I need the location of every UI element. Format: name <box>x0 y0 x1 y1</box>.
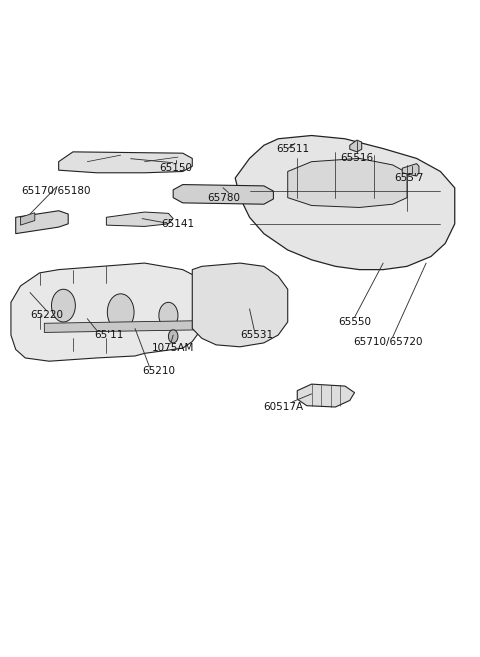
Circle shape <box>159 302 178 328</box>
Text: 60517A: 60517A <box>263 402 303 412</box>
Polygon shape <box>44 321 202 332</box>
Polygon shape <box>402 164 419 176</box>
Text: 65150: 65150 <box>159 163 192 173</box>
Polygon shape <box>11 263 206 361</box>
Circle shape <box>168 330 178 343</box>
Polygon shape <box>107 212 173 227</box>
Text: 65516: 65516 <box>340 153 373 164</box>
Polygon shape <box>235 135 455 269</box>
Text: 65220: 65220 <box>30 310 63 321</box>
Text: 65170/65180: 65170/65180 <box>22 186 91 196</box>
Circle shape <box>108 294 134 330</box>
Text: 1075AM: 1075AM <box>152 343 194 353</box>
Text: 65'11: 65'11 <box>94 330 123 340</box>
Polygon shape <box>297 384 355 407</box>
Polygon shape <box>288 158 407 208</box>
Polygon shape <box>59 152 192 173</box>
Text: 65710/65720: 65710/65720 <box>353 336 423 347</box>
Text: 655'7: 655'7 <box>395 173 424 183</box>
Polygon shape <box>173 185 274 204</box>
Text: 65780: 65780 <box>207 193 240 202</box>
Circle shape <box>51 289 75 322</box>
Text: 65531: 65531 <box>240 330 273 340</box>
Text: 65550: 65550 <box>338 317 371 327</box>
Polygon shape <box>350 140 362 152</box>
Text: 65210: 65210 <box>143 366 175 376</box>
Polygon shape <box>21 213 35 225</box>
Polygon shape <box>192 263 288 347</box>
Polygon shape <box>16 211 68 234</box>
Text: 65141: 65141 <box>161 219 194 229</box>
Text: 65511: 65511 <box>276 144 309 154</box>
